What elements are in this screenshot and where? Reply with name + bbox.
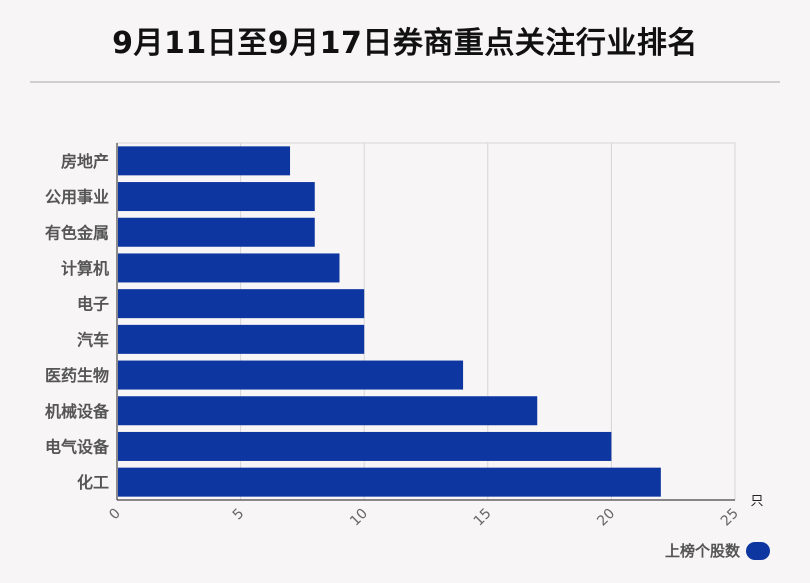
bar bbox=[118, 182, 315, 212]
category-label: 房地产 bbox=[61, 152, 109, 171]
x-tick-label: 15 bbox=[471, 506, 495, 530]
legend-swatch bbox=[746, 541, 770, 560]
axis-unit-label: 只 bbox=[750, 494, 763, 509]
category-label: 医药生物 bbox=[45, 366, 109, 385]
bar bbox=[118, 217, 315, 247]
category-label: 公用事业 bbox=[45, 188, 109, 207]
bar bbox=[118, 360, 464, 390]
legend-label: 上榜个股数 bbox=[664, 542, 740, 560]
category-label: 有色金属 bbox=[45, 223, 109, 242]
category-label: 电气设备 bbox=[45, 437, 110, 456]
category-label: 机械设备 bbox=[45, 402, 110, 421]
category-label: 汽车 bbox=[77, 330, 109, 349]
x-tick-label: 5 bbox=[230, 506, 248, 524]
bar bbox=[118, 146, 291, 176]
x-tick-label: 20 bbox=[594, 506, 618, 530]
bar bbox=[118, 289, 365, 319]
bar bbox=[118, 324, 365, 354]
bar bbox=[118, 431, 612, 461]
title-divider bbox=[30, 81, 780, 83]
category-label: 化工 bbox=[77, 473, 109, 492]
legend: 上榜个股数 bbox=[665, 540, 770, 561]
x-tick-label: 0 bbox=[106, 506, 124, 524]
x-tick-label: 25 bbox=[718, 506, 742, 530]
bar bbox=[118, 467, 661, 497]
bar bbox=[118, 396, 538, 426]
category-label: 电子 bbox=[77, 295, 109, 314]
x-tick-label: 10 bbox=[347, 506, 371, 530]
chart-title: 9月11日至9月17日券商重点关注行业排名 bbox=[112, 26, 698, 61]
category-label: 计算机 bbox=[61, 259, 109, 278]
bar bbox=[118, 253, 340, 283]
